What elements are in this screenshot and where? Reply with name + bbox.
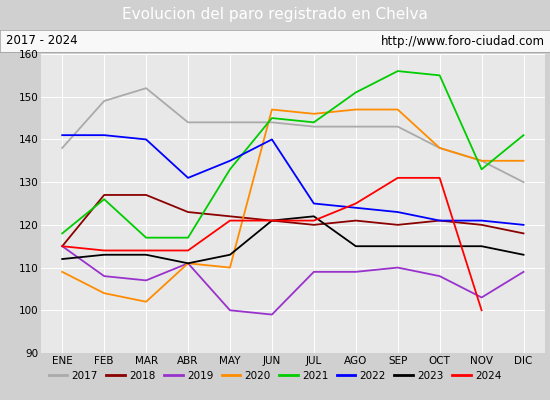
Text: 2017 - 2024: 2017 - 2024: [6, 34, 77, 48]
Legend: 2017, 2018, 2019, 2020, 2021, 2022, 2023, 2024: 2017, 2018, 2019, 2020, 2021, 2022, 2023…: [45, 367, 505, 385]
Text: Evolucion del paro registrado en Chelva: Evolucion del paro registrado en Chelva: [122, 8, 428, 22]
Text: http://www.foro-ciudad.com: http://www.foro-ciudad.com: [381, 34, 544, 48]
